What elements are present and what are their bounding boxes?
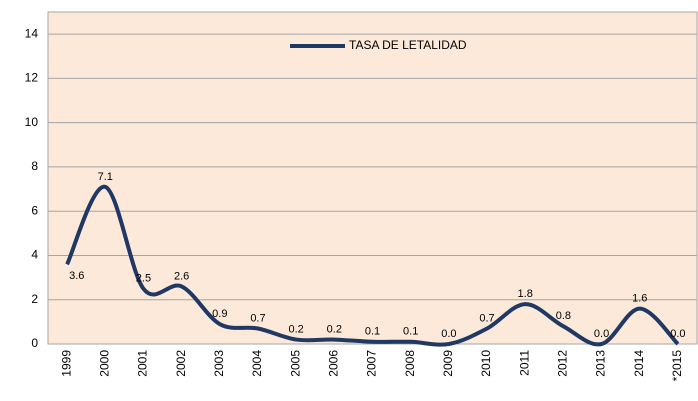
x-tick-label: 2003 [212,350,226,377]
x-tick-label: 2006 [326,350,340,377]
y-tick-label: 8 [31,159,38,173]
data-label: 0.7 [479,312,494,324]
y-tick-label: 2 [31,292,38,306]
y-tick-label: 6 [31,203,38,217]
data-label: 0.2 [288,323,303,335]
x-tick-label: 2011 [517,350,531,376]
x-tick-label: *2015 [670,350,684,382]
x-tick-label: 2005 [288,350,302,377]
data-label: 2.6 [174,270,189,282]
data-label: 0.8 [556,310,571,322]
y-tick-label: 4 [31,248,38,262]
x-tick-label: 2008 [403,350,417,377]
data-label: 2.5 [136,273,151,285]
x-tick-label: 2012 [556,350,570,377]
data-label: 0.9 [212,308,227,320]
data-label: 0.1 [403,326,418,338]
data-label: 0.7 [250,312,265,324]
x-tick-label: 2014 [632,350,646,377]
data-label: 3.6 [69,270,84,282]
legend-label: TASA DE LETALIDAD [349,38,467,52]
x-tick-label: 2004 [250,350,264,377]
data-label: 7.1 [98,171,113,183]
series-line [65,184,680,347]
y-tick-label: 12 [25,71,39,85]
x-tick-label: 2013 [594,350,608,377]
data-label: 0.0 [670,328,685,340]
y-tick-label: 10 [25,115,39,129]
data-label: 0.0 [594,328,609,340]
data-label: 1.8 [518,288,533,300]
data-label: 0.2 [327,323,342,335]
x-tick-label: 1999 [59,350,73,377]
data-label: 0.1 [365,326,380,338]
x-tick-label: 2010 [479,350,493,377]
plot-area [47,11,698,345]
y-tick-label: 0 [31,336,38,350]
y-tick-label: 14 [25,26,39,40]
data-label: 1.6 [632,292,647,304]
x-tick-label: 2001 [136,350,150,377]
x-tick-label: 2009 [441,350,455,377]
x-tick-label: 2007 [365,350,379,377]
x-tick-label: 2002 [174,350,188,377]
x-tick-label: 2000 [97,350,111,377]
data-label: 0.0 [441,328,456,340]
